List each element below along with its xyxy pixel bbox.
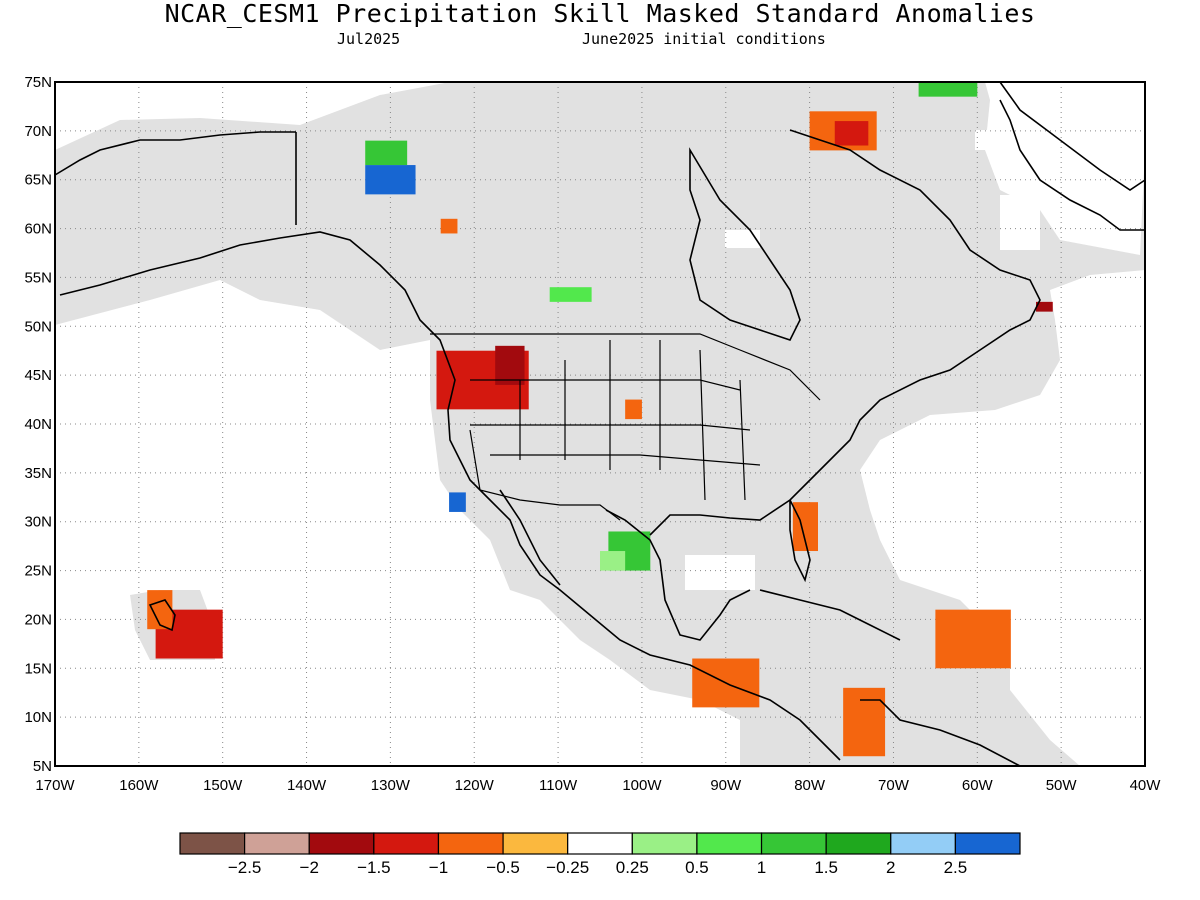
colorbar-swatch	[890, 832, 956, 855]
colorbar-swatch	[437, 832, 504, 855]
colorbar-label: −1	[429, 858, 448, 877]
lat-tick-label: 40N	[24, 416, 52, 433]
lon-tick-label: 40W	[1130, 777, 1162, 794]
lon-tick-label: 50W	[1046, 777, 1078, 794]
political-borders	[430, 333, 821, 521]
colorbar-label: −2.5	[228, 858, 262, 877]
anomaly-patch	[365, 165, 416, 195]
lon-tick-label: 130W	[371, 777, 411, 794]
lat-tick-label: 60N	[24, 221, 52, 238]
colorbar-swatch	[373, 832, 440, 855]
colorbar-label: −0.25	[546, 858, 589, 877]
map-frame	[54, 81, 1146, 767]
lon-tick-label: 110W	[539, 777, 578, 794]
lon-tick-label: 70W	[878, 777, 910, 794]
coastlines	[55, 82, 1145, 766]
lat-tick-label: 45N	[24, 367, 52, 384]
anomaly-patch	[449, 492, 466, 512]
unmasked-region	[685, 555, 755, 590]
lon-tick-label: 120W	[455, 777, 495, 794]
colorbar-label: 0.25	[616, 858, 649, 877]
lat-tick-label: 30N	[24, 514, 52, 531]
anomaly-patch	[365, 140, 408, 166]
anomaly-patch	[935, 609, 1011, 669]
lat-tick-label: 55N	[24, 269, 52, 286]
colorbar-swatch	[567, 832, 633, 855]
lat-tick-label: 10N	[24, 709, 52, 726]
anomaly-patch	[1036, 301, 1053, 312]
colorbar-swatch	[308, 832, 375, 855]
map-title: NCAR_CESM1 Precipitation Skill Masked St…	[164, 0, 1036, 28]
axis-tick-labels: 75N 70N 65N 60N 55N 50N 45N 40N 35N 30N 25N 20N 15N 1…	[24, 74, 1161, 794]
unmasked-region	[725, 230, 760, 248]
colorbar-label: −2	[300, 858, 319, 877]
lat-tick-label: 70N	[24, 123, 52, 140]
anomaly-patch	[834, 121, 869, 146]
lat-tick-label: 25N	[24, 563, 52, 580]
anomaly-patch	[625, 399, 642, 420]
lon-tick-label: 80W	[794, 777, 826, 794]
colorbar-label: −0.5	[486, 858, 520, 877]
lon-tick-label: 160W	[119, 777, 159, 794]
unmasked-region	[1000, 195, 1040, 250]
anomaly-patch	[147, 590, 173, 630]
lat-tick-label: 20N	[24, 611, 52, 628]
colorbar-swatch	[696, 832, 763, 855]
forecast-month: Jul2025	[337, 30, 401, 48]
lat-tick-label: 15N	[24, 660, 52, 677]
lon-tick-label: 100W	[622, 777, 662, 794]
anomaly-patch	[843, 687, 886, 757]
anomaly-patch	[600, 551, 626, 571]
anomaly-patch	[549, 287, 592, 302]
colorbar-swatch	[179, 832, 246, 855]
colorbar-label: 1.5	[814, 858, 838, 877]
lon-tick-label: 140W	[287, 777, 327, 794]
colorbar-swatch	[631, 832, 698, 855]
colorbar-swatch	[825, 832, 892, 855]
colorbar: −2.5 −2 −1.5 −1 −0.5 −0.25 0.25 0.5 1 1.5 2 2.5	[179, 832, 1021, 877]
lat-tick-label: 75N	[24, 74, 52, 91]
initial-conditions: June2025 initial conditions	[582, 30, 826, 48]
anomaly-patch	[495, 345, 525, 385]
lon-tick-label: 60W	[962, 777, 994, 794]
colorbar-swatch	[244, 832, 310, 855]
colorbar-label: 2.5	[944, 858, 968, 877]
lon-tick-label: 170W	[35, 777, 75, 794]
unmasked-region	[975, 130, 995, 150]
lat-tick-label: 5N	[33, 758, 52, 775]
lat-tick-label: 35N	[24, 465, 52, 482]
anomaly-patch	[918, 82, 978, 97]
anomaly-patch	[440, 218, 458, 234]
colorbar-swatch	[502, 832, 569, 855]
lon-tick-label: 150W	[203, 777, 243, 794]
plot-area	[55, 82, 1145, 766]
colorbar-swatch	[954, 832, 1021, 855]
colorbar-label: 0.5	[685, 858, 709, 877]
colorbar-label: −1.5	[357, 858, 391, 877]
lon-tick-label: 90W	[710, 777, 742, 794]
colorbar-label: 1	[757, 858, 766, 877]
lat-tick-label: 65N	[24, 172, 52, 189]
lat-tick-label: 50N	[24, 318, 52, 335]
colorbar-label: 2	[886, 858, 895, 877]
colorbar-swatch	[760, 832, 827, 855]
